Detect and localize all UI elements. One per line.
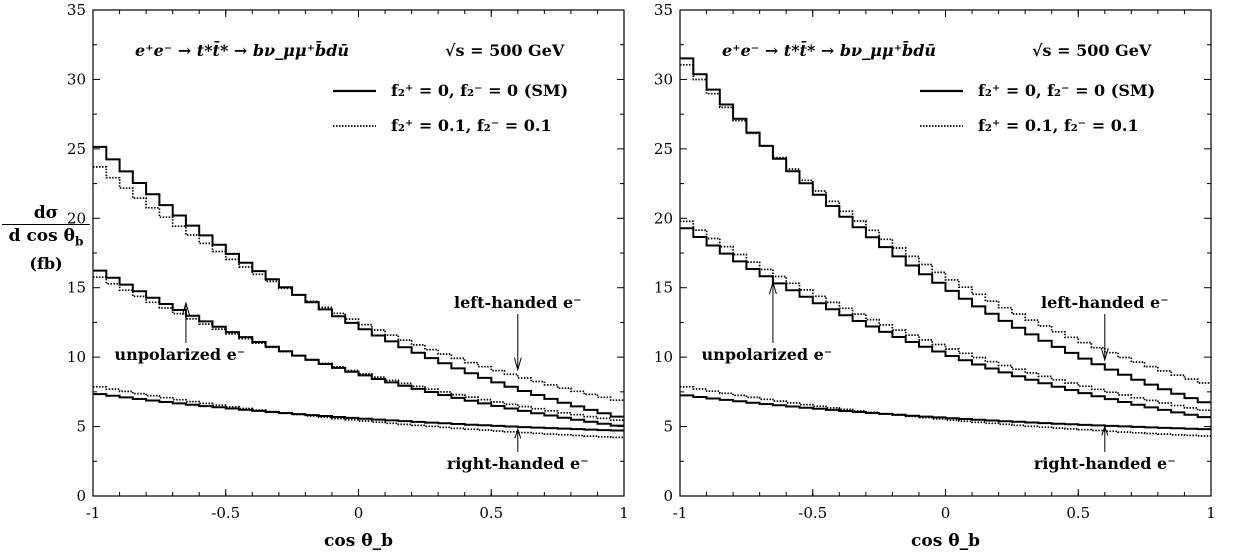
x-tick-label: -1 <box>673 504 688 522</box>
legend-label-solid: f₂⁺ = 0, f₂⁻ = 0 (SM) <box>978 81 1155 100</box>
y-tick-label: 5 <box>76 418 86 436</box>
annotation-right-handed-e-label: right-handed e⁻ <box>1034 454 1176 473</box>
x-tick-label: -1 <box>86 504 101 522</box>
y-tick-label: 0 <box>76 487 86 505</box>
chart-title: e⁺e⁻ → t*t̄* → bν_μμ⁺b̄dū <box>135 40 349 60</box>
annotation-unpolarized-e-arrowhead <box>768 280 777 295</box>
y-tick-label: 15 <box>67 279 86 297</box>
y-axis-unit: (fb) <box>29 254 63 274</box>
y-axis-label-denominator: d cos θb <box>2 224 90 248</box>
series-left-handed-e-dotted <box>680 63 1211 384</box>
x-tick-label: -0.5 <box>798 504 827 522</box>
y-tick-label: 5 <box>663 418 673 436</box>
x-axis-label: cos θ_b <box>324 531 393 551</box>
annotation-right-handed-e-arrowhead <box>1101 424 1109 436</box>
chart-panel-2: 0 5 10 15 20 25 30 35 -1 -0.5 0 0.5 1 cos θ_b e⁺e⁻ → t… <box>654 1 1216 551</box>
y-tick-label: 25 <box>67 140 86 158</box>
x-tick-label: 0.5 <box>479 504 503 522</box>
annotation-left-handed-e-label: left-handed e⁻ <box>454 293 582 312</box>
series-right-handed-e-solid <box>93 393 624 432</box>
chart-subtitle: √s = 500 GeV <box>1032 41 1152 60</box>
y-axis-label: dσ d cos θb (fb) <box>2 203 90 273</box>
y-tick-label: 20 <box>67 209 86 227</box>
legend-label-dotted: f₂⁺ = 0.1, f₂⁻ = 0.1 <box>391 116 552 135</box>
y-tick-label: 25 <box>654 140 673 158</box>
y-tick-label: 30 <box>654 70 673 88</box>
y-tick-label: 30 <box>67 70 86 88</box>
y-tick-label: 35 <box>67 1 86 19</box>
legend-label-solid: f₂⁺ = 0, f₂⁻ = 0 (SM) <box>391 81 568 100</box>
annotation-unpolarized-e-label: unpolarized e⁻ <box>115 345 246 364</box>
x-tick-label: 0.5 <box>1066 504 1090 522</box>
x-axis-label: cos θ_b <box>911 531 980 551</box>
y-tick-label: 10 <box>67 348 86 366</box>
series-unpolarized-e-solid <box>680 227 1211 419</box>
annotation-left-handed-e-label: left-handed e⁻ <box>1041 293 1169 312</box>
annotation-left-handed-e-arrowhead <box>1100 347 1109 362</box>
chart-panel-1: 0 5 10 15 20 25 30 35 -1 -0.5 0 0.5 1 cos θ_b e⁺e⁻ → t… <box>67 1 629 551</box>
y-axis-label-numerator: dσ <box>33 203 59 223</box>
y-tick-label: 15 <box>654 279 673 297</box>
annotation-unpolarized-e-arrowhead <box>181 301 190 316</box>
x-tick-label: 1 <box>1206 504 1216 522</box>
x-tick-label: 0 <box>354 504 364 522</box>
chart-title: e⁺e⁻ → t*t̄* → bν_μμ⁺b̄dū <box>722 40 936 60</box>
legend-label-dotted: f₂⁺ = 0.1, f₂⁻ = 0.1 <box>978 116 1139 135</box>
series-unpolarized-e-dotted <box>680 220 1211 412</box>
series-left-handed-e-solid <box>93 145 624 418</box>
chart-subtitle: √s = 500 GeV <box>445 41 565 60</box>
series-left-handed-e-solid <box>680 57 1211 404</box>
x-tick-label: 0 <box>941 504 951 522</box>
series-right-handed-e-dotted <box>680 385 1211 437</box>
y-tick-label: 35 <box>654 1 673 19</box>
series-left-handed-e-dotted <box>93 166 624 402</box>
x-tick-label: 1 <box>619 504 629 522</box>
annotation-unpolarized-e-label: unpolarized e⁻ <box>702 345 833 364</box>
series-right-handed-e-dotted <box>93 385 624 439</box>
y-tick-label: 0 <box>663 487 673 505</box>
annotation-left-handed-e-arrowhead <box>513 357 522 372</box>
y-tick-label: 20 <box>654 209 673 227</box>
x-tick-label: -0.5 <box>211 504 240 522</box>
series-right-handed-e-solid <box>680 394 1211 431</box>
annotation-right-handed-e-label: right-handed e⁻ <box>447 454 589 473</box>
annotation-right-handed-e-arrowhead <box>514 427 522 439</box>
y-tick-label: 10 <box>654 348 673 366</box>
